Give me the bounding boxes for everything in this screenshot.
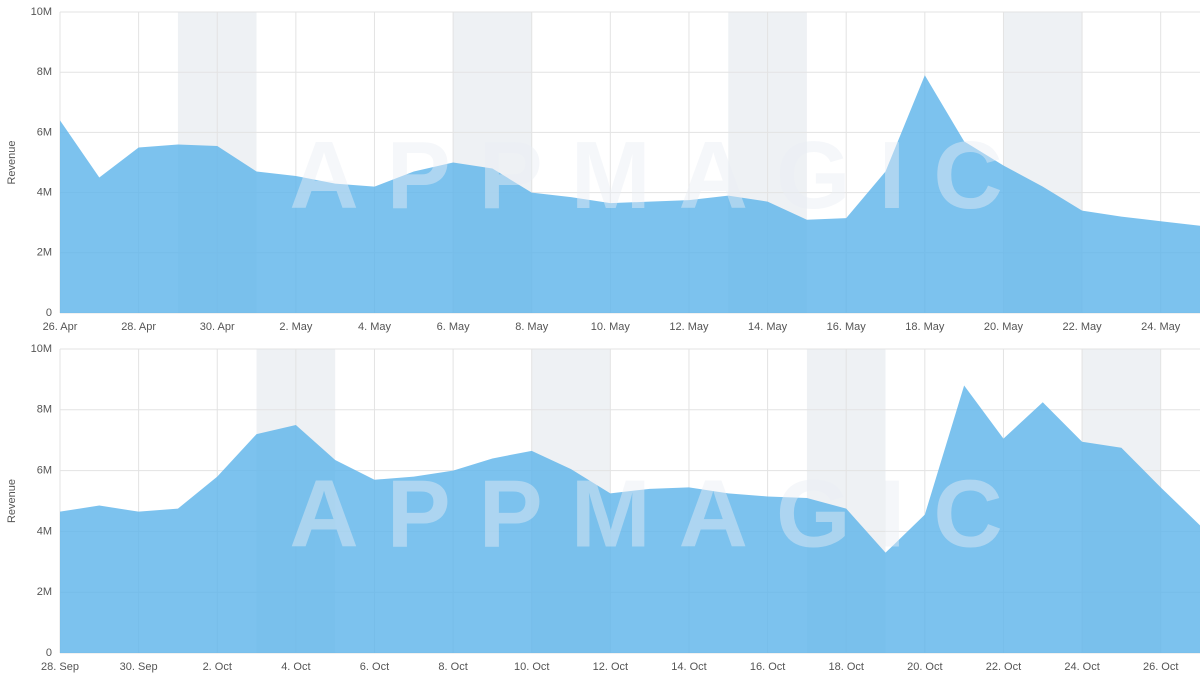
x-tick-label: 18. Oct bbox=[828, 661, 863, 673]
x-tick-label: 8. May bbox=[515, 321, 549, 333]
x-tick-label: 2. Oct bbox=[203, 661, 232, 673]
y-tick-label: 8M bbox=[37, 66, 52, 78]
area bbox=[60, 75, 1200, 314]
x-tick-label: 22. May bbox=[1062, 321, 1102, 333]
x-tick-label: 10. Oct bbox=[514, 661, 549, 673]
y-tick-label: 6M bbox=[37, 126, 52, 138]
watermark: APPMAGIC bbox=[289, 122, 1030, 229]
x-tick-label: 20. Oct bbox=[907, 661, 942, 673]
x-tick-label: 10. May bbox=[591, 321, 631, 333]
x-tick-label: 28. Sep bbox=[41, 661, 79, 673]
x-tick-label: 14. May bbox=[748, 321, 788, 333]
y-axis-label: Revenue bbox=[6, 140, 18, 184]
y-tick-label: 6M bbox=[37, 465, 52, 477]
x-tick-label: 24. May bbox=[1141, 321, 1181, 333]
y-tick-label: 10M bbox=[31, 343, 52, 355]
x-tick-label: 26. Oct bbox=[1143, 661, 1178, 673]
x-tick-label: 12. Oct bbox=[593, 661, 628, 673]
x-tick-label: 14. Oct bbox=[671, 661, 706, 673]
x-tick-label: 20. May bbox=[984, 321, 1024, 333]
y-tick-label: 0 bbox=[46, 307, 52, 319]
x-tick-label: 16. May bbox=[827, 321, 867, 333]
x-tick-label: 24. Oct bbox=[1064, 661, 1099, 673]
x-tick-label: 30. Sep bbox=[120, 661, 158, 673]
area bbox=[60, 385, 1200, 653]
x-tick-label: 6. May bbox=[437, 321, 471, 333]
x-tick-label: 16. Oct bbox=[750, 661, 785, 673]
x-tick-label: 28. Apr bbox=[121, 321, 156, 333]
y-tick-label: 4M bbox=[37, 187, 52, 199]
y-tick-label: 4M bbox=[37, 525, 52, 537]
y-tick-label: 2M bbox=[37, 247, 52, 259]
x-tick-label: 2. May bbox=[279, 321, 313, 333]
y-tick-label: 2M bbox=[37, 586, 52, 598]
y-tick-label: 10M bbox=[31, 6, 52, 18]
y-axis-label: Revenue bbox=[6, 479, 18, 523]
x-tick-label: 8. Oct bbox=[438, 661, 467, 673]
x-tick-label: 22. Oct bbox=[986, 661, 1021, 673]
y-tick-label: 0 bbox=[46, 647, 52, 659]
x-tick-label: 26. Apr bbox=[43, 321, 78, 333]
watermark: APPMAGIC bbox=[289, 460, 1030, 567]
x-tick-label: 18. May bbox=[905, 321, 945, 333]
x-tick-label: 6. Oct bbox=[360, 661, 389, 673]
x-tick-label: 4. Oct bbox=[281, 661, 310, 673]
x-tick-label: 12. May bbox=[669, 321, 709, 333]
x-tick-label: 30. Apr bbox=[200, 321, 235, 333]
y-tick-label: 8M bbox=[37, 404, 52, 416]
x-tick-label: 4. May bbox=[358, 321, 392, 333]
